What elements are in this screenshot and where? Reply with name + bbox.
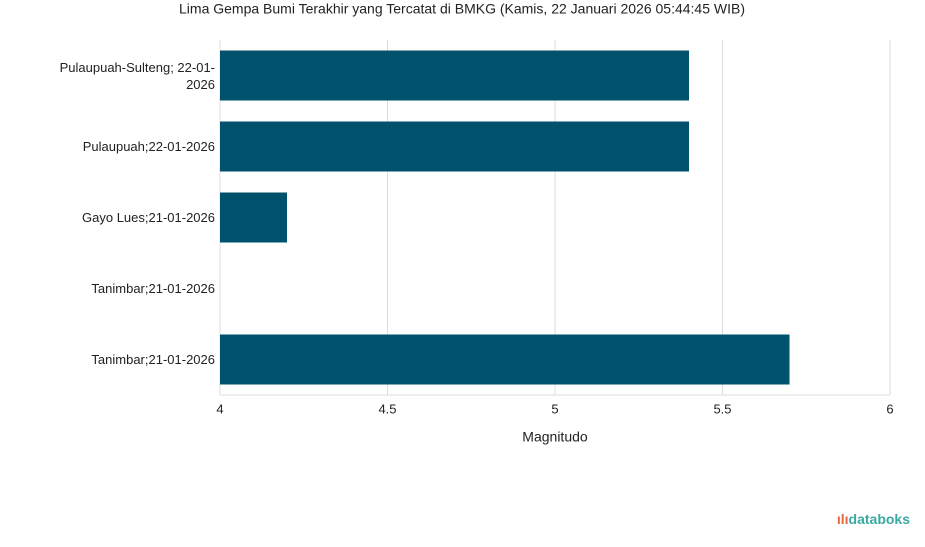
x-tick-label: 5 [551, 401, 558, 416]
bar [220, 50, 689, 101]
x-tick-label: 5.5 [713, 401, 731, 416]
chart-title: Lima Gempa Bumi Terakhir yang Tercatat d… [179, 1, 745, 17]
y-tick-label: Tanimbar;21-01-2026 [91, 352, 215, 367]
bar [220, 334, 790, 385]
brand-text: databoks [848, 511, 910, 527]
y-tick-label: Pulaupuah;22-01-2026 [82, 139, 215, 154]
x-tick-label: 6 [886, 401, 893, 416]
x-tick-label: 4 [216, 401, 223, 416]
bar [220, 121, 689, 172]
bar [220, 192, 287, 243]
brand-logo: ılıdataboks [836, 511, 910, 527]
y-tick-label: Gayo Lues;21-01-2026 [82, 210, 215, 225]
y-tick-label: Tanimbar;21-01-2026 [91, 281, 215, 296]
x-tick-label: 4.5 [378, 401, 396, 416]
x-axis-title: Magnitudo [522, 429, 588, 445]
y-tick-label: Pulaupuah-Sulteng; 22-01-2026 [59, 59, 215, 92]
